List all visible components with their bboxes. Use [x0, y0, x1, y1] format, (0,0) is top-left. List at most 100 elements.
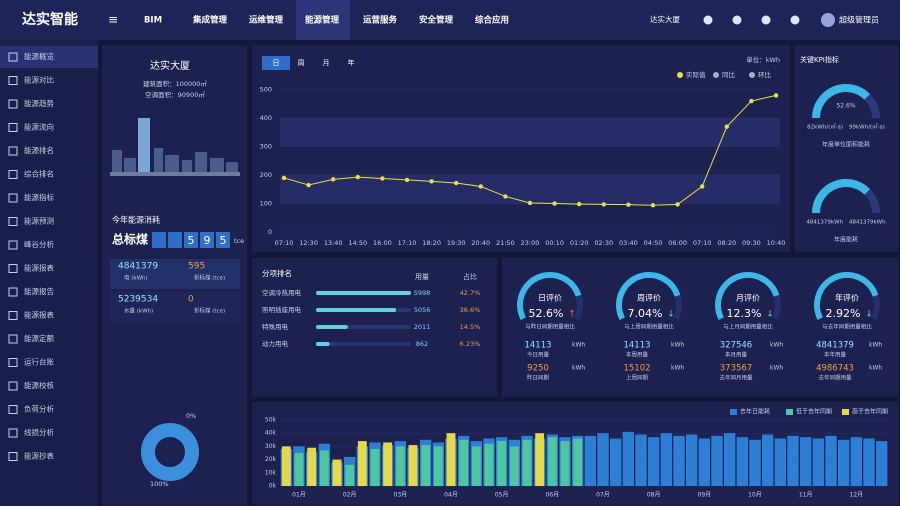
line-point [380, 176, 385, 181]
ac-area: 空调面积：90900㎡ [145, 90, 205, 99]
header-icon[interactable] [703, 15, 713, 25]
bar [497, 441, 507, 486]
sidebar-item[interactable]: 能源趋势 [24, 98, 54, 108]
line-point [454, 180, 459, 186]
line-point [306, 182, 311, 188]
menu-active [296, 0, 350, 40]
bar [799, 437, 812, 486]
menu-item[interactable]: 安全管理 [419, 15, 454, 26]
current-value: 14113 [623, 341, 650, 351]
sidebar-item[interactable]: 峰谷分析 [24, 239, 54, 249]
menu-item[interactable]: 综合应用 [475, 15, 509, 26]
line-point [355, 174, 360, 180]
building-name[interactable]: 达实大厦 [150, 59, 190, 72]
sidebar-icon [8, 428, 18, 438]
grid-band [280, 175, 780, 204]
bar [433, 446, 443, 486]
digit: 9 [204, 234, 211, 247]
x-tick-label: 23:00 [521, 239, 540, 247]
menu-item[interactable]: 运营服务 [363, 15, 398, 26]
y-tick-label: 30k [265, 443, 277, 450]
tab[interactable]: 年 [348, 58, 355, 67]
legend-swatch [730, 409, 737, 415]
bar [294, 453, 304, 486]
sidebar-item[interactable]: 能源排名 [24, 145, 54, 155]
rating-pct: 2.92% [826, 307, 861, 320]
x-tick-label: 20:40 [471, 239, 490, 247]
bar [711, 435, 723, 486]
tab[interactable]: 月 [323, 59, 330, 67]
y-tick-label: 400 [260, 114, 272, 122]
sidebar-item[interactable]: 运行台账 [24, 357, 54, 367]
sidebar-item[interactable]: 能源报表 [24, 310, 54, 320]
menu-item[interactable]: 能源管理 [305, 15, 340, 26]
sidebar-item[interactable]: 能源预测 [24, 216, 54, 226]
x-tick-label: 08月 [647, 492, 661, 499]
sidebar-item[interactable]: 线损分析 [24, 427, 54, 437]
x-tick-label: 01:20 [570, 239, 589, 247]
sidebar-item[interactable]: 能源流向 [24, 122, 54, 132]
sidebar-item[interactable]: 能源定额 [24, 333, 54, 343]
current-value: 327546 [720, 341, 752, 351]
menu-item[interactable]: 运维管理 [249, 15, 284, 26]
share: 42.7% [460, 289, 481, 297]
current-label: 本月用量 [725, 351, 748, 359]
bar [316, 325, 348, 329]
y-tick-label: 500 [260, 86, 272, 94]
sidebar-active [0, 46, 98, 68]
gauge-min: 4841379kWh [806, 220, 843, 226]
building-skyline [154, 148, 163, 175]
header-icon[interactable] [732, 15, 742, 25]
sidebar-item[interactable]: 能源校核 [24, 380, 54, 390]
bar-track [316, 342, 411, 346]
section-title: 今年能源消耗 [112, 215, 160, 225]
sidebar-item[interactable]: 能源对比 [24, 75, 54, 85]
header-icon[interactable] [761, 15, 771, 25]
sidebar-item[interactable]: 综合排名 [24, 169, 54, 179]
bar [863, 438, 875, 486]
sidebar-item[interactable]: 负荷分析 [24, 404, 54, 414]
tab[interactable]: 周 [298, 59, 305, 67]
legend-swatch [842, 409, 849, 415]
bar [471, 446, 481, 486]
unit: kWh [770, 342, 783, 349]
legend-label: 去年日能耗 [740, 408, 770, 416]
sidebar-item[interactable]: 能源报告 [24, 286, 54, 296]
bar [345, 464, 355, 486]
x-tick-label: 03月 [394, 492, 408, 499]
previous-value: 4986743 [816, 364, 854, 374]
sidebar-item[interactable]: 能源抄表 [24, 451, 54, 461]
user-name[interactable]: 超级管理员 [839, 15, 879, 25]
bar [622, 431, 635, 486]
x-tick-label: 02:30 [594, 239, 613, 247]
y-tick-label: 300 [260, 143, 272, 151]
gauge-value: 52.6% [836, 103, 855, 110]
line-point [626, 202, 631, 207]
sidebar-icon [8, 334, 18, 344]
gauge-min: 82kWh/(㎡·a) [807, 123, 843, 131]
x-tick-label: 05月 [495, 492, 509, 499]
sidebar-icon [8, 217, 18, 226]
bar [332, 459, 342, 486]
gauge-caption: 年度能耗 [834, 236, 858, 244]
menu-item[interactable]: BIM [144, 16, 162, 26]
share: 14.5% [460, 323, 481, 331]
line-point [700, 184, 705, 189]
menu-item[interactable]: 集成管理 [192, 15, 228, 26]
building-skyline [124, 158, 136, 175]
stat-box [110, 259, 240, 289]
line-point [404, 177, 410, 183]
grid-band [280, 118, 780, 147]
sidebar-item[interactable]: 能源概览 [24, 51, 54, 61]
sidebar-icon [8, 358, 18, 367]
rating-trend: ↓ [766, 310, 774, 320]
menu-icon[interactable]: ≡ [108, 13, 118, 27]
building-area: 建筑面积：100000㎡ [143, 79, 207, 88]
tab[interactable]: 日 [273, 59, 280, 67]
sidebar-item[interactable]: 能源报表 [24, 263, 54, 273]
bar [837, 439, 850, 486]
building-select[interactable]: 达实大厦 [650, 14, 680, 24]
header-icon[interactable] [790, 15, 800, 25]
sidebar-item[interactable]: 能源指标 [24, 192, 54, 202]
current-label: 本年用量 [824, 351, 847, 359]
